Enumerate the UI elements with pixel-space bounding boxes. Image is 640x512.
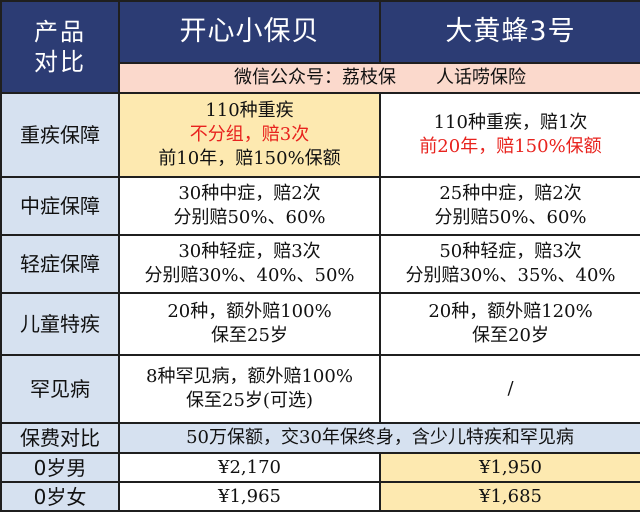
- moderate-b-cell: 25种中症，赔2次 分别赔50%、60%: [379, 176, 640, 236]
- male0-b-price: ¥1,950: [379, 452, 640, 483]
- critical-a-line-1: 110种重疾: [205, 100, 294, 121]
- row-label-critical: 重疾保障: [0, 92, 120, 178]
- corner-header: 产品 对比: [0, 0, 120, 94]
- row-premium: 保费对比 50万保额，交30年保终身，含少儿特疾和罕见病: [0, 422, 640, 454]
- male0-a-price: ¥2,170: [118, 452, 381, 483]
- critical-b-cell: 110种重疾，赔1次 前20年，赔150%保额: [379, 92, 640, 178]
- critical-b-line-1: 110种重疾，赔1次: [433, 112, 588, 133]
- rare-a-cell: 8种罕见病，额外赔100% 保至25岁(可选): [118, 354, 381, 424]
- subheader-text-b: 人话唠保险: [436, 67, 526, 88]
- row-moderate: 中症保障 30种中症，赔2次 分别赔50%、60% 25种中症，赔2次 分别赔5…: [0, 176, 640, 236]
- mild-b-line-2: 分别赔30%、35%、40%: [405, 265, 616, 286]
- child-b-cell: 20种，额外赔120% 保至20岁: [379, 292, 640, 356]
- row-rare: 罕见病 8种罕见病，额外赔100% 保至25岁(可选) /: [0, 354, 640, 424]
- child-a-line-2: 保至25岁: [211, 325, 288, 346]
- row-critical: 重疾保障 110种重疾 不分组，赔3次 前10年，赔150%保额 110种重疾，…: [0, 92, 640, 178]
- row-label-rare: 罕见病: [0, 354, 120, 424]
- row-mild: 轻症保障 30种轻症，赔3次 分别赔30%、40%、50% 50种轻症，赔3次 …: [0, 234, 640, 294]
- row-label-child: 儿童特疾: [0, 292, 120, 356]
- row-label-female0: 0岁女: [0, 481, 120, 512]
- child-b-line-1: 20种，额外赔120%: [428, 301, 593, 322]
- row-child: 儿童特疾 20种，额外赔100% 保至25岁 20种，额外赔120% 保至20岁: [0, 292, 640, 356]
- subheader-row: 微信公众号：荔枝保 人话唠保险: [1, 62, 640, 94]
- moderate-a-line-2: 分别赔50%、60%: [173, 207, 326, 228]
- subheader-cell: 微信公众号：荔枝保 人话唠保险: [118, 62, 640, 94]
- child-a-line-1: 20种，额外赔100%: [167, 301, 332, 322]
- child-a-cell: 20种，额外赔100% 保至25岁: [118, 292, 381, 356]
- female0-b-price: ¥1,685: [379, 481, 640, 512]
- product-a-header: 开心小保贝: [118, 0, 381, 64]
- mild-a-line-1: 30种轻症，赔3次: [178, 241, 321, 262]
- row-male0: 0岁男 ¥2,170 ¥1,950: [0, 452, 640, 483]
- mild-a-line-2: 分别赔30%、40%、50%: [144, 265, 355, 286]
- rare-b-cell: /: [379, 354, 640, 424]
- moderate-b-line-1: 25种中症，赔2次: [439, 183, 582, 204]
- critical-a-cell: 110种重疾 不分组，赔3次 前10年，赔150%保额: [118, 92, 381, 178]
- moderate-a-line-1: 30种中症，赔2次: [178, 183, 321, 204]
- subheader-text-a: 微信公众号：荔枝保: [234, 67, 396, 88]
- mild-b-line-1: 50种轻症，赔3次: [439, 241, 582, 262]
- mild-a-cell: 30种轻症，赔3次 分别赔30%、40%、50%: [118, 234, 381, 294]
- moderate-b-line-2: 分别赔50%、60%: [434, 207, 587, 228]
- rare-a-line-2: 保至25岁(可选): [186, 390, 313, 411]
- child-b-line-2: 保至20岁: [472, 325, 549, 346]
- row-label-mild: 轻症保障: [0, 234, 120, 294]
- row-label-premium: 保费对比: [0, 422, 120, 454]
- premium-note: 50万保额，交30年保终身，含少儿特疾和罕见病: [118, 422, 640, 454]
- corner-line-1: 产品: [34, 18, 86, 46]
- critical-a-line-2: 不分组，赔3次: [189, 124, 310, 145]
- mild-b-cell: 50种轻症，赔3次 分别赔30%、35%、40%: [379, 234, 640, 294]
- moderate-a-cell: 30种中症，赔2次 分别赔50%、60%: [118, 176, 381, 236]
- rare-a-line-1: 8种罕见病，额外赔100%: [146, 366, 353, 387]
- corner-line-2: 对比: [34, 48, 86, 76]
- critical-b-line-2: 前20年，赔150%保额: [419, 136, 602, 157]
- female0-a-price: ¥1,965: [118, 481, 381, 512]
- critical-a-line-3: 前10年，赔150%保额: [158, 148, 341, 169]
- row-female0: 0岁女 ¥1,965 ¥1,685: [0, 481, 640, 512]
- header-row: 产品 对比 开心小保贝 大黄蜂3号: [0, 0, 640, 94]
- product-b-header: 大黄蜂3号: [379, 0, 640, 64]
- row-label-moderate: 中症保障: [0, 176, 120, 236]
- row-label-male0: 0岁男: [0, 452, 120, 483]
